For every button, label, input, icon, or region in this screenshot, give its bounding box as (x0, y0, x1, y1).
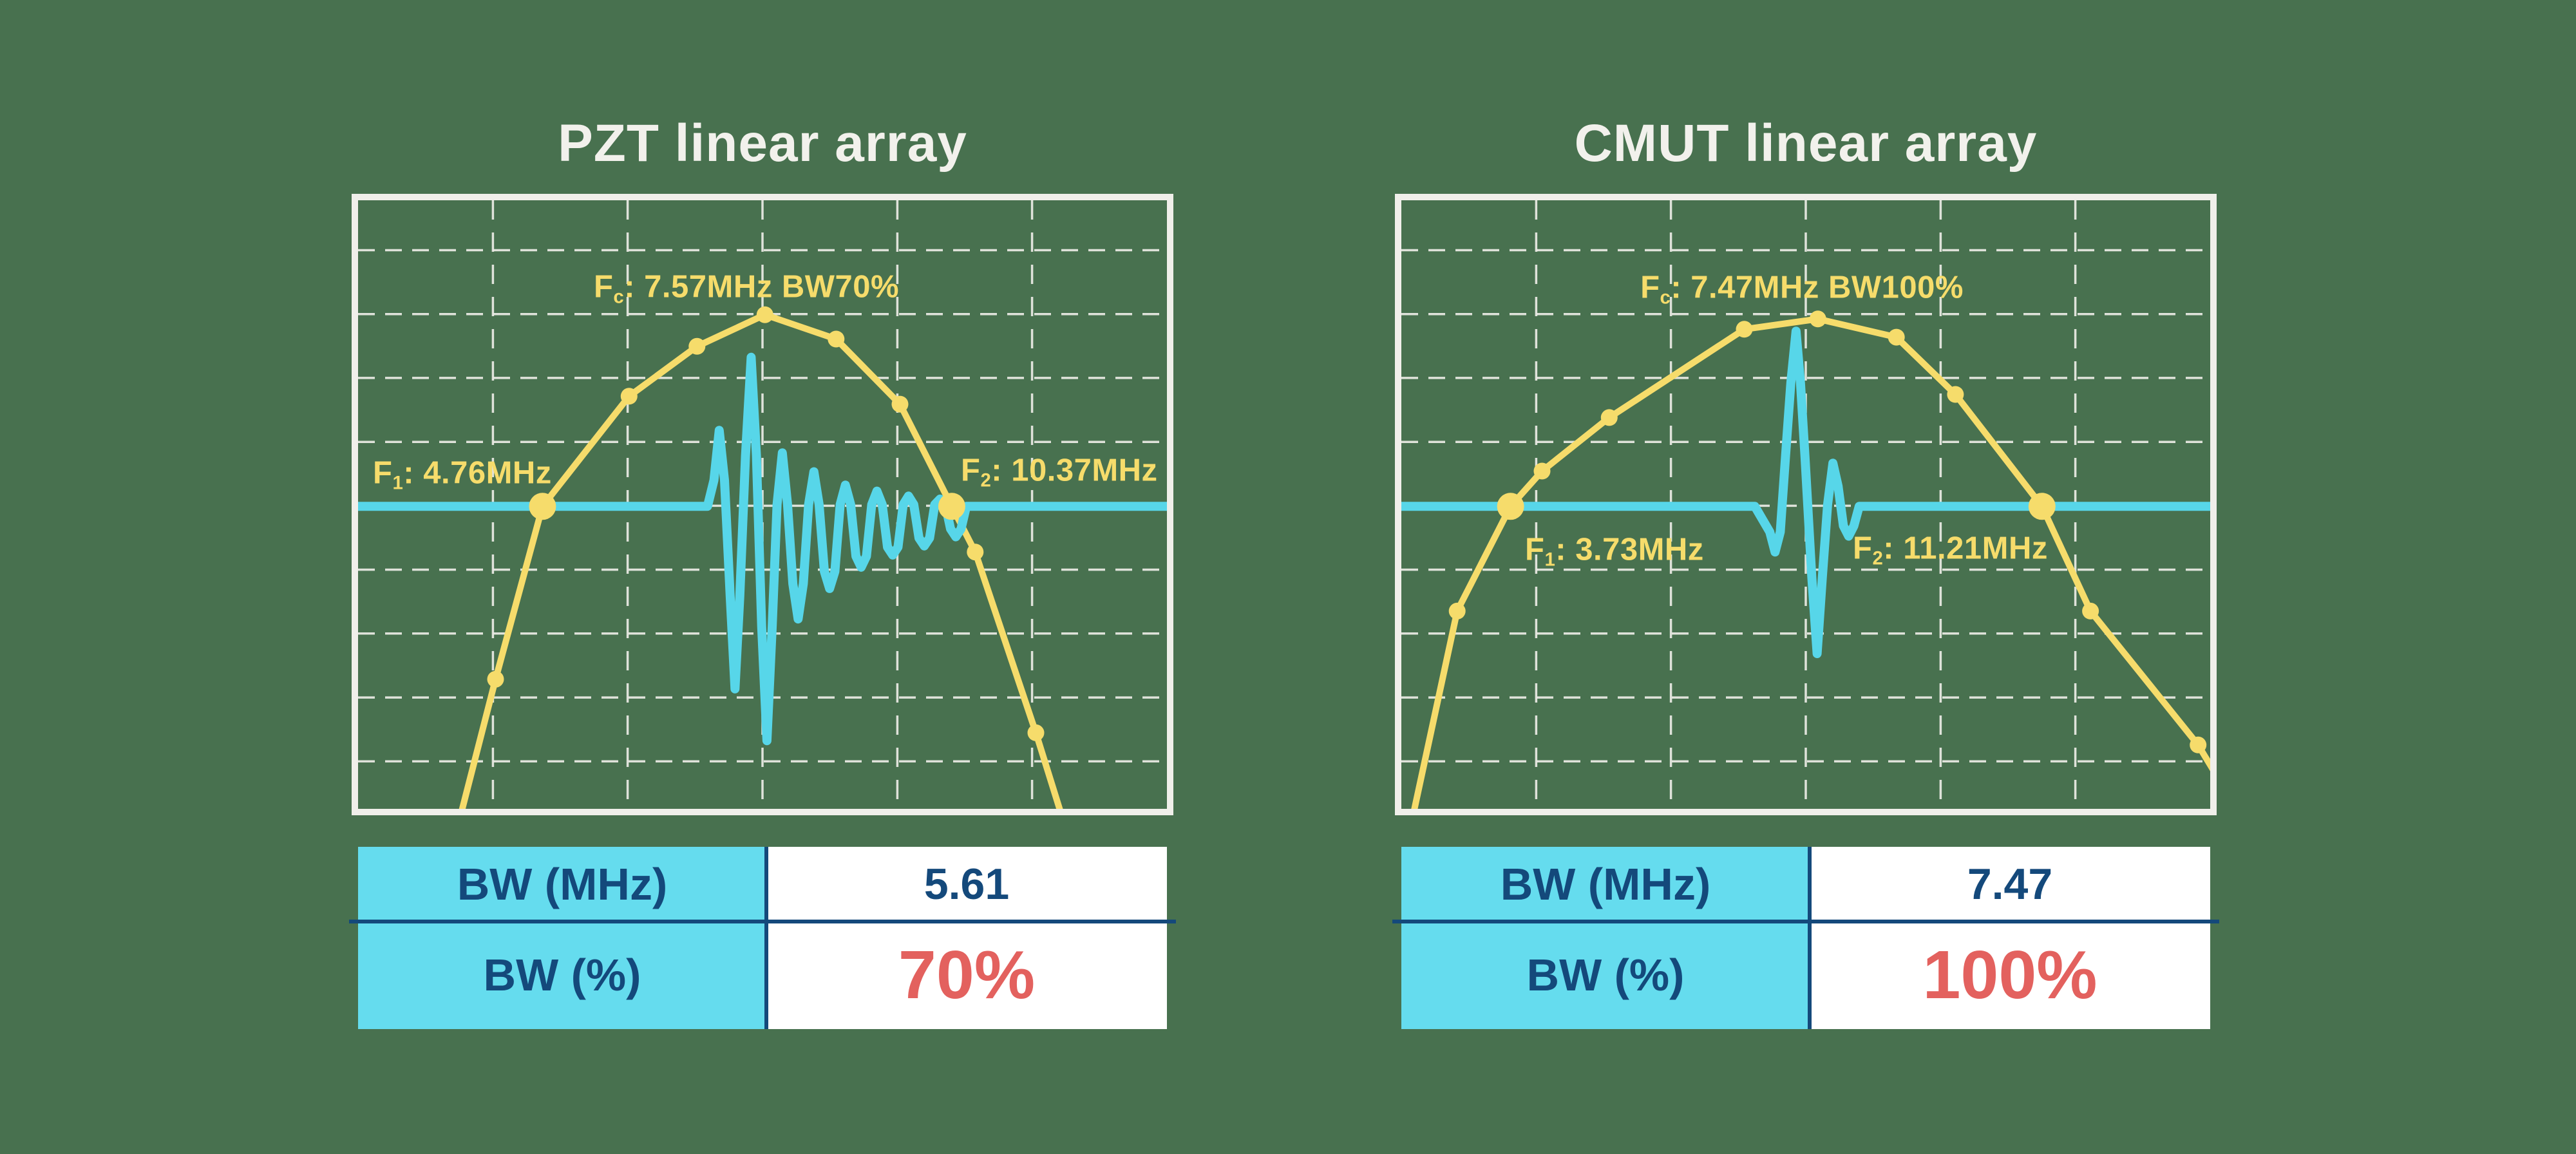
cmut-bw-mhz-value: 7.47 (1810, 847, 2210, 921)
cmut-bw-mhz-label: BW (MHz) (1401, 847, 1810, 921)
cmut-chart-frame: Fc: 7.47MHz BW100% F1: 3.73MHz F2: 11.21… (1395, 194, 2217, 815)
pzt-f2-pre: F (961, 453, 981, 488)
cmut-bw-table: BW (MHz) 7.47 BW (%) 100% (1392, 847, 2219, 1029)
cmut-f1-post: : 3.73MHz (1555, 532, 1704, 567)
pzt-bw-mhz-value: 5.61 (766, 847, 1167, 921)
pzt-bw-table: BW (MHz) 5.61 BW (%) 70% (349, 847, 1176, 1029)
pzt-fc-annotation: Fc: 7.57MHz BW70% (594, 269, 899, 308)
pzt-fc-post: : 7.57MHz BW70% (624, 269, 900, 305)
cmut-f2-pre: F (1853, 531, 1873, 566)
pzt-chart-frame: Fc: 7.57MHz BW70% F1: 4.76MHz F2: 10.37M… (352, 194, 1173, 815)
pzt-bw-mhz-label: BW (MHz) (358, 847, 766, 921)
cmut-fc-sub: c (1660, 287, 1671, 308)
cmut-fc-annotation: Fc: 7.47MHz BW100% (1640, 270, 1964, 309)
pzt-f2-sub: 2 (980, 469, 992, 491)
pzt-fc-sub: c (613, 286, 625, 308)
cmut-f1-annotation: F1: 3.73MHz (1525, 532, 1704, 571)
cmut-f2-post: : 11.21MHz (1883, 531, 2048, 566)
cmut-f2-annotation: F2: 11.21MHz (1853, 531, 2048, 570)
pzt-fc-pre: F (593, 269, 614, 305)
pzt-bw-pct-value: 70% (766, 921, 1167, 1029)
cmut-table-row-divider (1392, 920, 2219, 923)
cmut-bw-pct-value: 100% (1810, 921, 2210, 1029)
pzt-f1-annotation: F1: 4.76MHz (373, 455, 552, 495)
cmut-chart-plot (1401, 200, 2210, 809)
cmut-f1-pre: F (1525, 532, 1545, 567)
pzt-table-row-divider (349, 920, 1176, 923)
cmut-table-column-divider (1808, 847, 1812, 1029)
cmut-f1-sub: 1 (1544, 549, 1556, 571)
cmut-bw-pct-label: BW (%) (1401, 921, 1810, 1029)
pzt-bw-pct-label: BW (%) (358, 921, 766, 1029)
cmut-f2-sub: 2 (1872, 547, 1884, 569)
pzt-panel-title: PZT linear array (558, 114, 967, 173)
pzt-chart-plot (358, 200, 1167, 809)
pzt-table-column-divider (764, 847, 768, 1029)
pzt-f2-annotation: F2: 10.37MHz (961, 453, 1158, 492)
cmut-fc-post: : 7.47MHz BW100% (1671, 270, 1964, 305)
pzt-f1-sub: 1 (392, 472, 404, 494)
cmut-panel-title: CMUT linear array (1574, 114, 2038, 173)
pzt-f2-post: : 10.37MHz (991, 453, 1158, 488)
pzt-f1-post: : 4.76MHz (403, 455, 552, 491)
cmut-fc-pre: F (1640, 270, 1660, 305)
pzt-f1-pre: F (373, 455, 393, 491)
